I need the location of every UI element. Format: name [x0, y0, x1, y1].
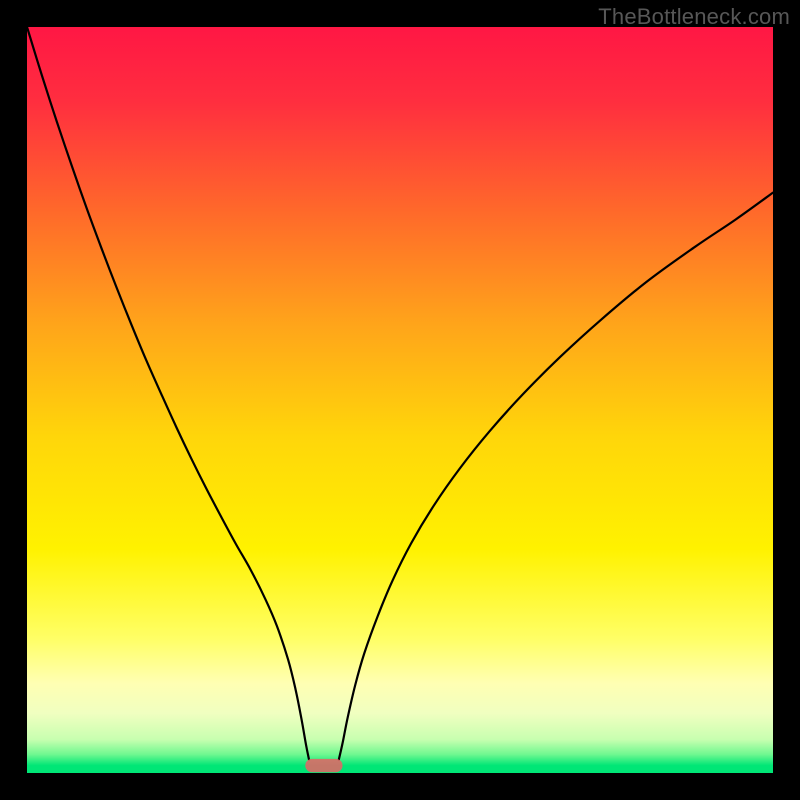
bottleneck-marker [305, 759, 342, 772]
chart-svg [0, 0, 800, 800]
plot-background [27, 27, 773, 773]
bottleneck-chart: TheBottleneck.com [0, 0, 800, 800]
watermark-label: TheBottleneck.com [598, 4, 790, 30]
